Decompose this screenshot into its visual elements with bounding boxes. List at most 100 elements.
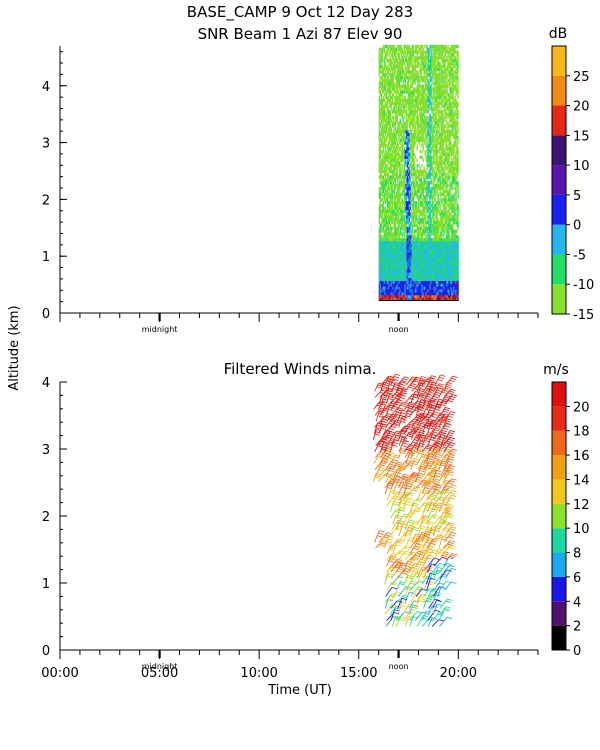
heatmap-cell — [401, 220, 403, 225]
heatmap-cell — [393, 235, 395, 239]
heatmap-cell — [424, 198, 426, 202]
heatmap-cell — [437, 130, 439, 134]
heatmap-cell — [413, 90, 415, 94]
heatmap-cell — [395, 155, 397, 159]
heatmap-cell — [411, 67, 413, 71]
heatmap-cell — [437, 169, 439, 174]
heatmap-cell — [396, 95, 398, 100]
heatmap-cell — [390, 186, 393, 191]
heatmap-cell — [430, 78, 432, 83]
heatmap-cell — [411, 206, 413, 211]
heatmap-cell — [382, 206, 385, 211]
heatmap-cell — [397, 252, 399, 256]
heatmap-cell — [389, 289, 392, 293]
heatmap-cell — [399, 297, 401, 301]
heatmap-cell — [389, 201, 392, 205]
heatmap-cell — [399, 291, 401, 296]
heatmap-cell — [430, 76, 432, 80]
heatmap-cell — [395, 98, 397, 103]
heatmap-cell — [410, 61, 412, 66]
heatmap-cell — [407, 167, 409, 171]
heatmap-cell — [406, 260, 408, 264]
heatmap-cell — [380, 169, 383, 174]
heatmap-cell — [387, 90, 390, 94]
heatmap-cell — [400, 67, 402, 71]
heatmap-cell — [416, 291, 418, 296]
heatmap-cell — [434, 206, 436, 211]
heatmap-cell — [390, 297, 393, 301]
heatmap-cell — [395, 252, 397, 256]
heatmap-cell — [398, 189, 400, 193]
heatmap-cell — [433, 192, 435, 196]
heatmap-cell — [403, 209, 405, 213]
heatmap-cell — [427, 201, 429, 205]
heatmap-cell — [442, 243, 444, 247]
heatmap-cell — [421, 229, 423, 233]
heatmap-cell — [398, 59, 400, 63]
heatmap-cell — [381, 283, 384, 287]
heatmap-cell — [388, 78, 391, 83]
heatmap-cell — [416, 76, 418, 80]
heatmap-cell — [413, 238, 415, 242]
heatmap-cell — [422, 252, 424, 256]
heatmap-cell — [404, 130, 406, 134]
heatmap-cell — [416, 232, 418, 236]
heatmap-cell — [443, 107, 445, 111]
heatmap-cell — [429, 252, 431, 256]
heatmap-cell — [410, 84, 412, 88]
heatmap-cell — [409, 149, 411, 154]
heatmap-cell — [388, 201, 391, 205]
heatmap-cell — [399, 158, 401, 162]
heatmap-cell — [436, 294, 438, 299]
heatmap-cell — [417, 84, 419, 88]
heatmap-cell — [385, 189, 388, 193]
heatmap-cell — [412, 257, 414, 262]
heatmap-cell — [440, 147, 442, 151]
heatmap-cell — [413, 240, 415, 245]
heatmap-cell — [438, 238, 440, 242]
heatmap-cell — [420, 226, 422, 230]
heatmap-cell — [380, 59, 383, 63]
heatmap-cell — [395, 149, 397, 154]
heatmap-cell — [422, 229, 424, 233]
heatmap-cell — [392, 238, 395, 242]
heatmap-cell — [415, 203, 417, 208]
heatmap-cell — [406, 101, 408, 105]
heatmap-cell — [429, 93, 431, 97]
heatmap-cell — [401, 95, 403, 100]
heatmap-cell — [409, 283, 411, 287]
heatmap-cell — [436, 141, 438, 145]
heatmap-cell — [422, 232, 424, 236]
heatmap-cell — [386, 178, 389, 182]
heatmap-cell — [396, 206, 398, 211]
heatmap-cell — [444, 215, 446, 219]
heatmap-cell — [427, 294, 429, 299]
heatmap-cell — [382, 178, 385, 182]
heatmap-cell — [391, 260, 394, 264]
heatmap-cell — [399, 289, 401, 293]
heatmap-cell — [396, 215, 398, 219]
heatmap-cell — [420, 61, 422, 66]
heatmap-cell — [379, 257, 382, 262]
heatmap-cell — [410, 121, 412, 125]
heatmap-cell — [419, 149, 421, 154]
heatmap-cell — [442, 115, 444, 120]
heatmap-cell — [388, 235, 391, 239]
heatmap-cell — [415, 212, 417, 216]
heatmap-cell — [437, 93, 439, 97]
heatmap-cell — [438, 289, 440, 293]
heatmap-cell — [411, 235, 413, 239]
heatmap-cell — [391, 50, 394, 54]
heatmap-cell — [439, 164, 441, 168]
heatmap-cell — [401, 124, 403, 128]
heatmap-cell — [419, 291, 421, 296]
heatmap-cell — [417, 212, 419, 216]
heatmap-cell — [386, 81, 389, 86]
heatmap-cell — [399, 186, 401, 191]
heatmap-cell — [412, 132, 414, 137]
heatmap-cell — [381, 78, 384, 83]
heatmap-cell — [400, 84, 402, 88]
heatmap-cell — [382, 220, 385, 225]
heatmap-cell — [418, 61, 420, 66]
heatmap-cell — [440, 294, 442, 299]
